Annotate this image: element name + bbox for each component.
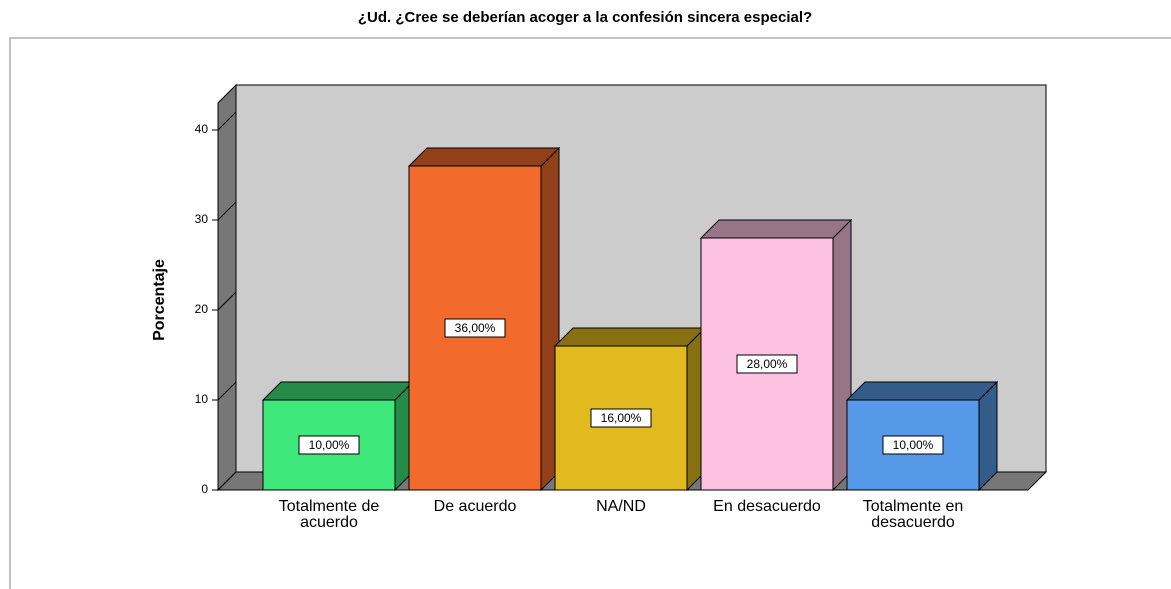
wall-tick (217, 111, 237, 131)
bar-side (978, 380, 998, 492)
x-tick-label: Totalmente de acuerdo (278, 498, 380, 531)
frame (9, 37, 1171, 589)
bar-top (261, 381, 415, 401)
wall-tick (217, 381, 237, 401)
y-tick-label: 20 (195, 302, 209, 316)
value-label: 28,00% (747, 357, 788, 371)
x-tick-label: En desacuerdo (713, 498, 821, 515)
y-axis-label: Porcentaje (151, 259, 168, 341)
value-label-box (590, 408, 652, 428)
value-label: 36,00% (455, 321, 496, 335)
value-label-box (882, 435, 944, 455)
value-label: 10,00% (893, 438, 934, 452)
x-tick-label: NA/ND (596, 498, 646, 515)
y-tick-label: 30 (195, 212, 209, 226)
value-label-box (444, 318, 506, 338)
wall-tick (217, 291, 237, 311)
bar-top (553, 327, 707, 347)
wall-tick (217, 471, 237, 491)
value-label: 10,00% (309, 438, 350, 452)
chart-title: ¿Ud. ¿Cree se deberían acoger a la confe… (358, 9, 812, 26)
left-wall (217, 83, 237, 492)
y-tick-label: 10 (195, 392, 209, 406)
value-label: 16,00% (601, 411, 642, 425)
y-tick-label: 0 (201, 482, 208, 496)
value-label-box (736, 354, 798, 374)
value-label-box (298, 435, 360, 455)
y-tick-label: 40 (195, 122, 209, 136)
wall-tick (217, 201, 237, 221)
x-tick-label: Totalmente en desacuerdo (862, 498, 964, 531)
bar-top (407, 147, 561, 167)
bar-top (699, 219, 853, 239)
x-tick-label: De acuerdo (433, 498, 517, 515)
bar-top (845, 381, 999, 401)
